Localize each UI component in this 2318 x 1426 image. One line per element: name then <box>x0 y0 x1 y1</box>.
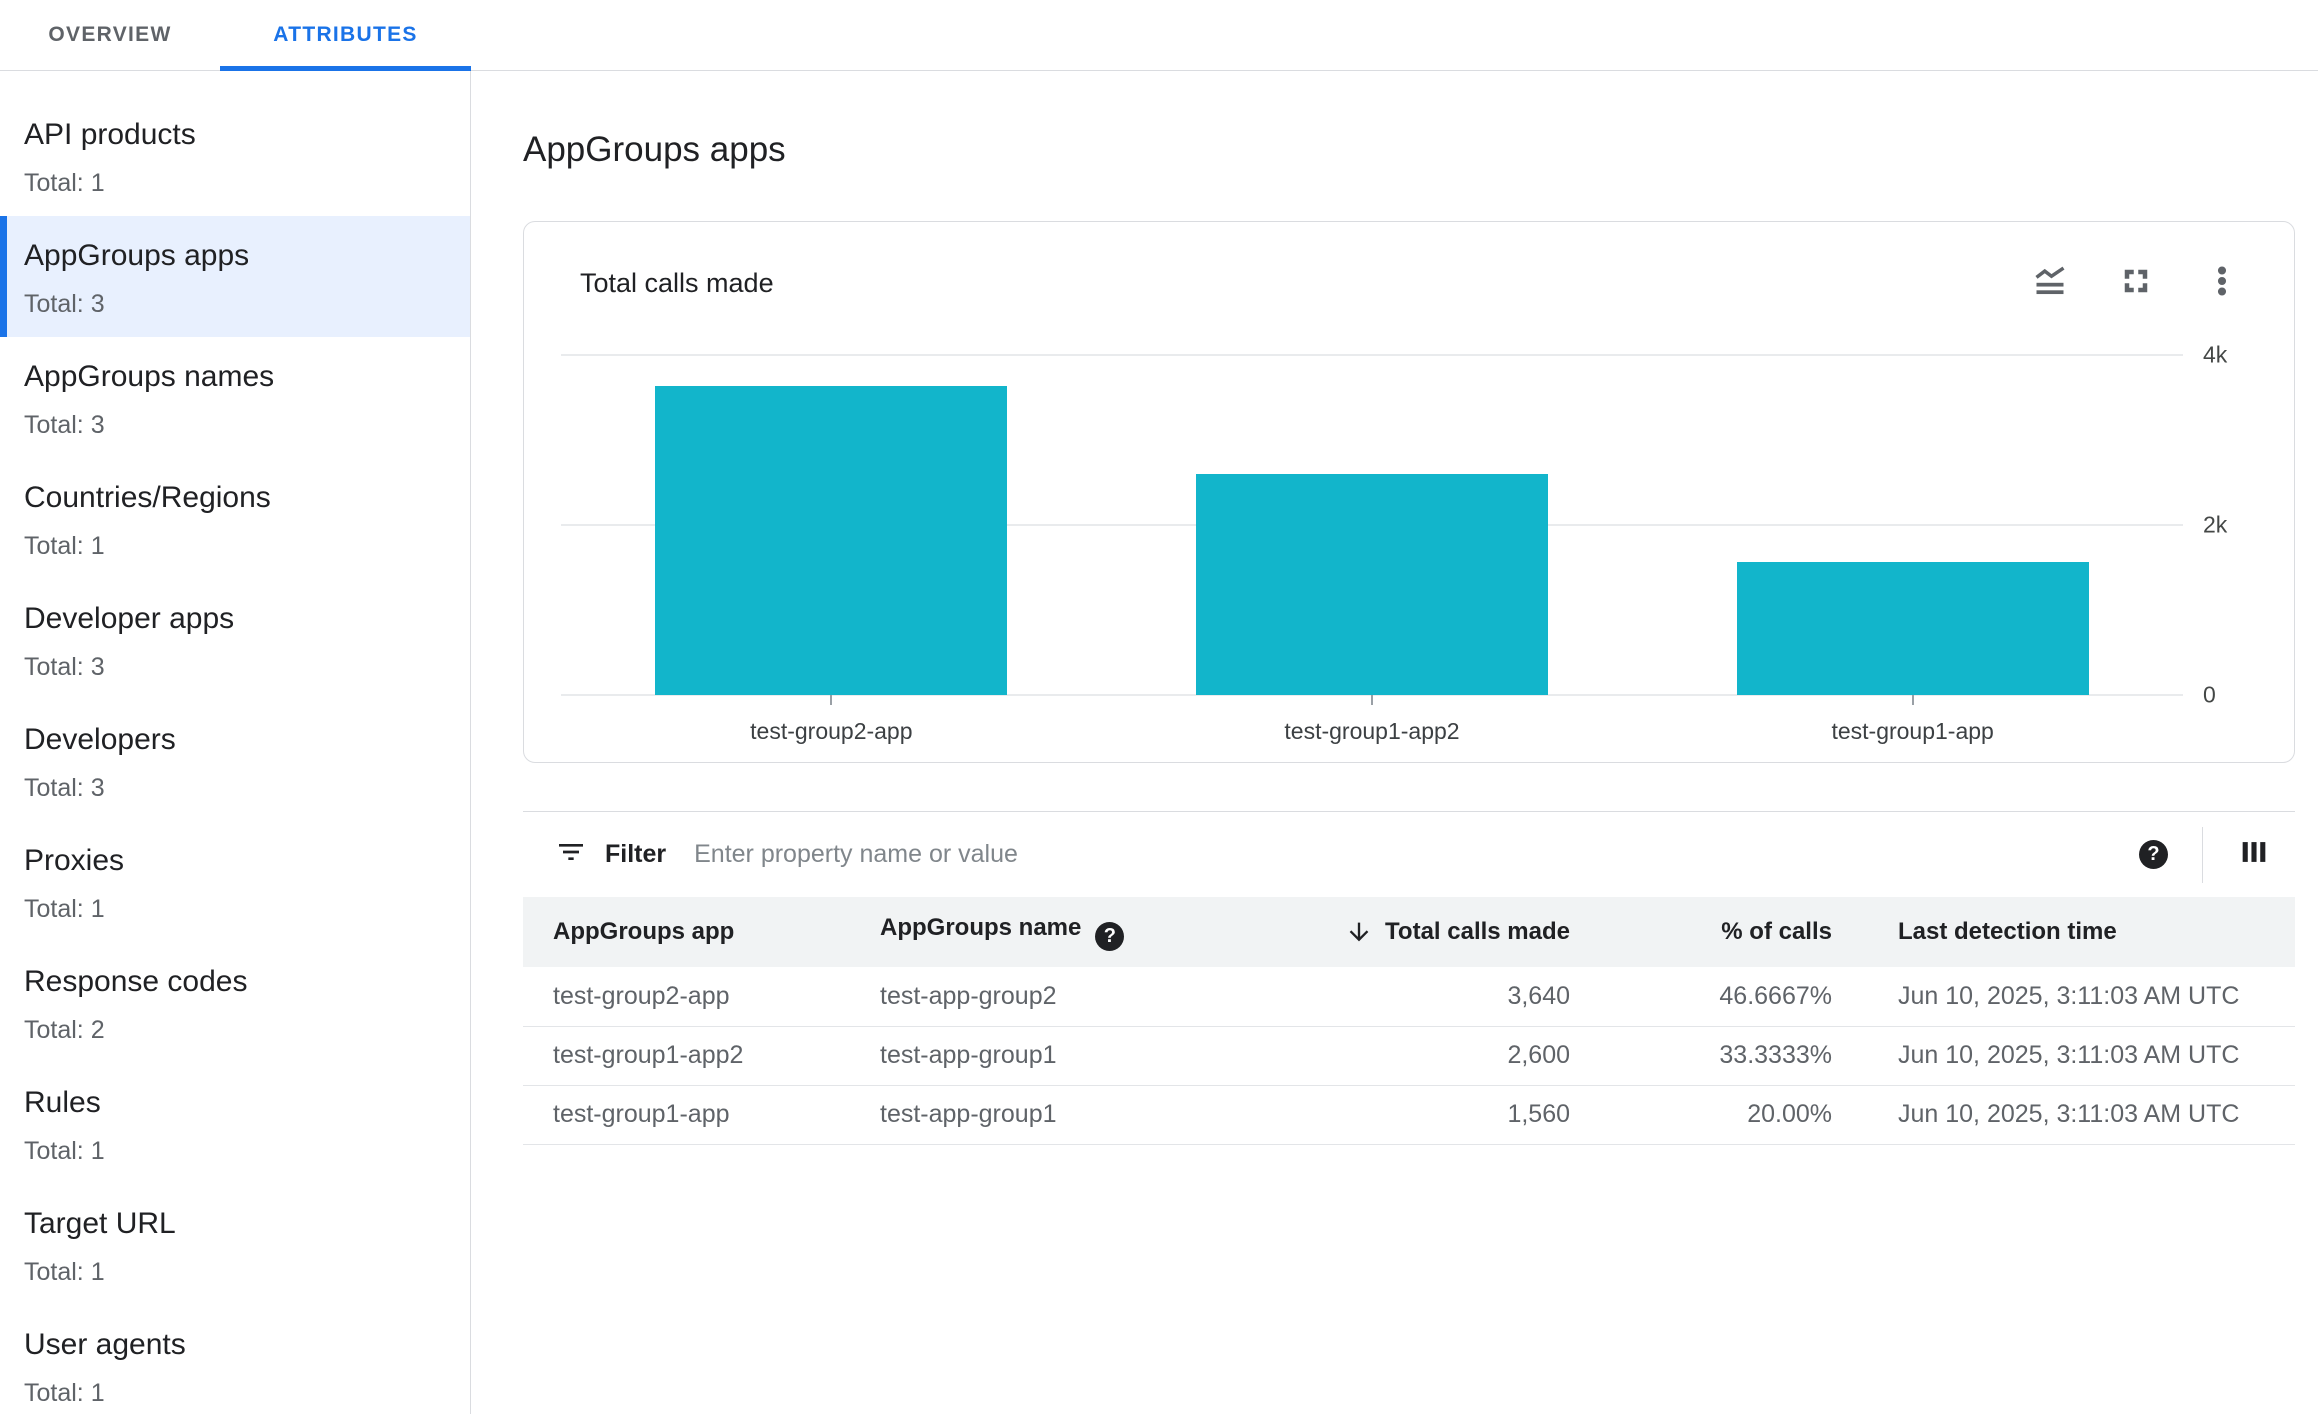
columns-icon <box>2237 842 2271 873</box>
column-help-icon[interactable]: ? <box>1095 921 1125 951</box>
filter-input[interactable] <box>692 839 2139 870</box>
sidebar-item-label: Countries/Regions <box>24 481 271 514</box>
filter-icon <box>555 836 587 873</box>
tab-attributes[interactable]: ATTRIBUTES <box>220 0 471 71</box>
bar-test-group1-app[interactable] <box>1736 562 2089 695</box>
sidebar: API products Total: 1 AppGroups apps Total:… <box>0 71 471 1414</box>
cell-appgroups-app: test-group1-app2 <box>553 1041 744 1069</box>
table-row: test-group1-app test-app-group1 1,560 20.00… <box>523 1085 2295 1144</box>
column-header-appgroups-name[interactable]: AppGroups name? <box>880 897 1213 967</box>
bar-test-group2-app[interactable] <box>655 385 1008 695</box>
chart-menu-button[interactable] <box>2202 263 2242 303</box>
filter-bar: Filter ? <box>523 811 2295 897</box>
tab-overview[interactable]: OVERVIEW <box>48 23 172 46</box>
x-axis-tick <box>1371 695 1373 705</box>
fullscreen-button[interactable] <box>2116 263 2156 303</box>
sidebar-item-rules[interactable]: Rules Total: 1 <box>0 1063 470 1184</box>
sidebar-item-label: Proxies <box>24 844 125 877</box>
sidebar-item-label: User agents <box>24 1328 186 1361</box>
help-icon[interactable]: ? <box>2139 840 2168 869</box>
sidebar-item-proxies[interactable]: Proxies Total: 1 <box>0 821 470 942</box>
cell-appgroups-name: test-app-group1 <box>880 1100 1057 1128</box>
bar-chart: 0 2k 4k test-group2-app test-group1-app2 test… <box>561 342 2227 744</box>
cell-appgroups-app: test-group1-app <box>553 1100 730 1128</box>
x-axis-label: test-group1-app <box>1831 718 1994 744</box>
sidebar-item-total: Total: 1 <box>24 895 105 923</box>
sidebar-item-label: Response codes <box>24 965 248 998</box>
gridline <box>561 354 2183 356</box>
more-vert-icon <box>2204 263 2240 304</box>
sidebar-item-user-agents[interactable]: User agents Total: 1 <box>0 1305 470 1426</box>
chart-type-button[interactable] <box>2030 263 2070 303</box>
bar-test-group1-app2[interactable] <box>1196 474 1548 695</box>
table-row: test-group2-app test-app-group2 3,640 46.66… <box>523 967 2295 1026</box>
sidebar-item-appgroups-names[interactable]: AppGroups names Total: 3 <box>0 337 470 458</box>
table-section: Filter ? AppGroups app <box>523 811 2295 1145</box>
filter-label: Filter <box>605 840 667 868</box>
cell-last-detection: Jun 10, 2025, 3:11:03 AM UTC <box>1898 981 2240 1010</box>
y-axis-label: 2k <box>2203 511 2228 538</box>
sidebar-item-total: Total: 3 <box>24 653 105 681</box>
sidebar-item-response-codes[interactable]: Response codes Total: 2 <box>0 942 470 1063</box>
cell-appgroups-name: test-app-group2 <box>880 981 1057 1010</box>
sidebar-item-label: Developer apps <box>24 602 235 635</box>
cell-total-calls: 3,640 <box>1507 981 1570 1010</box>
filter-divider <box>2202 826 2203 883</box>
column-header-last-detection[interactable]: Last detection time <box>1898 918 2117 945</box>
table-row: test-group1-app2 test-app-group1 2,600 33.3… <box>523 1026 2295 1085</box>
tab-bar: OVERVIEW ATTRIBUTES <box>0 0 2318 71</box>
y-axis-label: 0 <box>2203 681 2216 708</box>
x-axis-label: test-group2-app <box>750 718 913 744</box>
sidebar-item-total: Total: 1 <box>24 1137 105 1165</box>
sidebar-item-target-url[interactable]: Target URL Total: 1 <box>0 1184 470 1305</box>
sidebar-item-label: AppGroups apps <box>24 239 250 272</box>
sidebar-item-developers[interactable]: Developers Total: 3 <box>0 700 470 821</box>
cell-pct-calls: 20.00% <box>1747 1100 1832 1128</box>
cell-appgroups-app: test-group2-app <box>553 981 730 1010</box>
sidebar-item-total: Total: 1 <box>24 1379 105 1407</box>
cell-last-detection: Jun 10, 2025, 3:11:03 AM UTC <box>1898 1041 2240 1069</box>
main-content: AppGroups apps Total calls made <box>471 71 2318 1414</box>
cell-last-detection: Jun 10, 2025, 3:11:03 AM UTC <box>1898 1100 2240 1128</box>
sidebar-item-total: Total: 3 <box>24 290 105 318</box>
sidebar-item-total: Total: 2 <box>24 1016 105 1044</box>
cell-total-calls: 1,560 <box>1507 1100 1570 1128</box>
sidebar-item-total: Total: 1 <box>24 532 105 560</box>
sidebar-item-total: Total: 3 <box>24 774 105 802</box>
sidebar-item-label: Rules <box>24 1086 101 1119</box>
sidebar-item-label: API products <box>24 118 196 151</box>
table-header-row: AppGroups app AppGroups name? Total call… <box>523 897 2295 967</box>
cell-pct-calls: 33.3333% <box>1719 1041 1832 1069</box>
cell-pct-calls: 46.6667% <box>1719 981 1832 1010</box>
sidebar-item-developer-apps[interactable]: Developer apps Total: 3 <box>0 579 470 700</box>
column-header-pct-calls[interactable]: % of calls <box>1721 918 1832 945</box>
column-settings-button[interactable] <box>2237 835 2271 874</box>
sidebar-item-total: Total: 1 <box>24 169 105 197</box>
sidebar-item-total: Total: 3 <box>24 411 105 439</box>
sidebar-item-appgroups-apps[interactable]: AppGroups apps Total: 3 <box>0 216 470 337</box>
column-header-total-calls[interactable]: Total calls made <box>1213 897 1570 967</box>
area-chart-icon <box>2032 263 2068 304</box>
sidebar-item-total: Total: 1 <box>24 1258 105 1286</box>
x-axis-tick <box>1911 695 1914 705</box>
chart-card-title: Total calls made <box>580 268 774 298</box>
cell-total-calls: 2,600 <box>1507 1041 1570 1069</box>
x-axis-label: test-group1-app2 <box>1284 718 1460 744</box>
sidebar-item-label: AppGroups names <box>24 360 275 393</box>
y-axis-label: 4k <box>2203 341 2228 368</box>
column-header-appgroups-app[interactable]: AppGroups app <box>553 918 735 945</box>
sort-desc-icon <box>1345 918 1373 947</box>
sidebar-item-label: Developers <box>24 723 176 756</box>
page-title: AppGroups apps <box>523 130 786 169</box>
sidebar-item-countries-regions[interactable]: Countries/Regions Total: 1 <box>0 458 470 579</box>
attributes-table: AppGroups app AppGroups name? Total call… <box>523 897 2295 1145</box>
sidebar-item-api-products[interactable]: API products Total: 1 <box>0 95 470 216</box>
sidebar-item-label: Target URL <box>24 1207 176 1240</box>
x-axis-tick <box>830 695 833 705</box>
cell-appgroups-name: test-app-group1 <box>880 1041 1057 1069</box>
chart-card: Total calls made <box>523 221 2295 763</box>
fullscreen-icon <box>2118 263 2154 304</box>
